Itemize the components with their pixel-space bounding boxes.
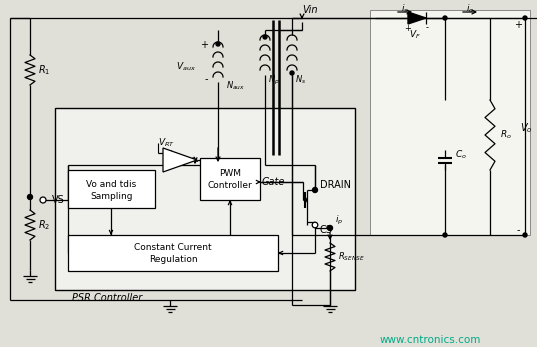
Bar: [200, 158, 260, 200]
Circle shape: [313, 187, 317, 193]
Polygon shape: [408, 12, 426, 24]
Circle shape: [40, 197, 46, 203]
Text: +: +: [514, 20, 522, 30]
Circle shape: [27, 195, 33, 200]
Circle shape: [328, 226, 332, 230]
Text: PSR Controller: PSR Controller: [72, 293, 142, 303]
Text: CS: CS: [320, 225, 333, 235]
Polygon shape: [305, 197, 307, 203]
Text: $i_o$: $i_o$: [466, 3, 474, 15]
Text: $V_o$: $V_o$: [520, 121, 533, 135]
Circle shape: [443, 16, 447, 20]
Bar: [68, 170, 155, 208]
Text: $R_1$: $R_1$: [38, 63, 50, 77]
Text: $N_s$: $N_s$: [295, 74, 306, 86]
Text: $R_2$: $R_2$: [38, 218, 50, 232]
Text: $V_F$: $V_F$: [409, 29, 421, 41]
Text: $R_{SENSE}$: $R_{SENSE}$: [338, 251, 365, 263]
Text: $i_p$: $i_p$: [335, 213, 343, 227]
Text: $N_p$: $N_p$: [268, 74, 280, 86]
Text: $R_o$: $R_o$: [500, 129, 512, 141]
Text: Constant Current: Constant Current: [134, 243, 212, 252]
Circle shape: [312, 222, 318, 228]
Circle shape: [216, 42, 220, 46]
Bar: [370, 10, 530, 235]
Text: Vo and tdis: Vo and tdis: [86, 179, 136, 188]
Text: $V_{RT}$: $V_{RT}$: [158, 137, 175, 149]
Text: www.cntronics.com: www.cntronics.com: [379, 335, 481, 345]
Text: -: -: [205, 74, 208, 84]
Text: $i_s$: $i_s$: [401, 3, 409, 15]
Text: +: +: [167, 149, 174, 158]
Bar: [68, 235, 278, 271]
Circle shape: [290, 71, 294, 75]
Polygon shape: [163, 148, 197, 172]
Text: +: +: [404, 24, 411, 33]
Text: Vin: Vin: [302, 5, 317, 15]
Text: -: -: [425, 24, 429, 33]
Text: $V_{aux}$: $V_{aux}$: [176, 61, 196, 73]
Text: PWM: PWM: [219, 169, 241, 178]
Text: Controller: Controller: [208, 180, 252, 189]
Bar: [55, 108, 355, 290]
Text: $N_{aux}$: $N_{aux}$: [226, 80, 245, 92]
Text: -: -: [167, 160, 170, 169]
Text: Sampling: Sampling: [90, 192, 133, 201]
Circle shape: [263, 35, 267, 39]
Circle shape: [523, 233, 527, 237]
Text: Gate: Gate: [262, 177, 285, 187]
Text: +: +: [200, 40, 208, 50]
Text: $C_o$: $C_o$: [455, 149, 467, 161]
Circle shape: [523, 16, 527, 20]
Text: Regulation: Regulation: [149, 254, 197, 263]
Text: -: -: [516, 225, 520, 235]
Circle shape: [443, 233, 447, 237]
Text: VS: VS: [52, 195, 65, 205]
Text: DRAIN: DRAIN: [320, 180, 351, 190]
